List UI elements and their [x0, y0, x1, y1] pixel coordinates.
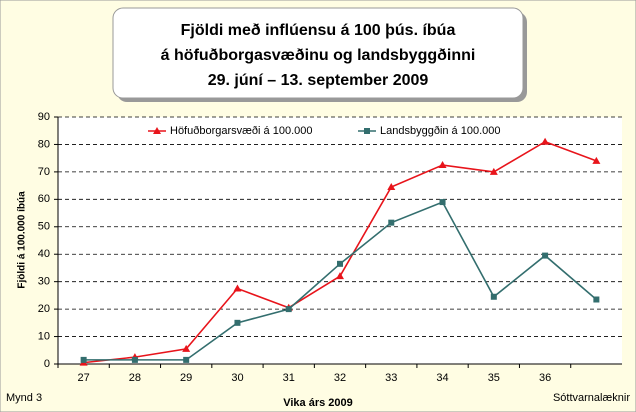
point [153, 127, 161, 134]
x-tick-label: 29 [180, 372, 192, 384]
x-tick-label: 31 [283, 372, 295, 384]
plot-area [58, 117, 622, 364]
footer-right: Sóttvarnalæknir [553, 392, 630, 404]
point [592, 156, 601, 164]
y-tick-label: 90 [38, 111, 50, 123]
point [182, 344, 191, 352]
point [131, 356, 138, 363]
chart-title: á höfuðborgasvæðinu og landsbyggðinni [161, 47, 476, 64]
point [542, 252, 549, 259]
point [337, 260, 343, 267]
x-tick-label: 28 [129, 372, 141, 384]
point [285, 306, 292, 313]
point [593, 296, 600, 303]
point [489, 167, 498, 175]
legend-label: Landsbyggðin á 100.000 [380, 125, 501, 137]
x-tick-label: 27 [78, 372, 90, 384]
point [233, 284, 242, 292]
x-tick-label: 34 [436, 372, 448, 384]
x-tick-label: 30 [231, 372, 243, 384]
point [388, 219, 395, 226]
point [183, 356, 190, 363]
point [234, 319, 241, 326]
x-tick-label: 35 [488, 372, 500, 384]
title-box [112, 7, 524, 99]
legend-label: Höfuðborgarsvæði á 100.000 [170, 125, 312, 137]
point [541, 137, 550, 145]
y-tick-label: 70 [38, 166, 50, 178]
point [80, 356, 87, 363]
point [439, 199, 446, 206]
footer-left: Mynd 3 [6, 392, 42, 404]
x-axis-label: Vika árs 2009 [283, 397, 353, 409]
y-tick-label: 30 [38, 276, 50, 288]
y-tick-label: 20 [38, 303, 50, 315]
y-tick-label: 80 [38, 138, 50, 150]
y-axis-label: Fjöldi á 100.000 íbúa [17, 191, 28, 289]
point [336, 272, 344, 280]
x-tick-label: 33 [385, 372, 397, 384]
y-tick-label: 0 [44, 358, 50, 370]
point [490, 293, 497, 300]
chart-title: 29. júní – 13. september 2009 [208, 72, 429, 89]
y-tick-label: 10 [38, 330, 50, 342]
point [364, 128, 370, 134]
x-tick-label: 36 [539, 372, 551, 384]
y-tick-label: 60 [38, 193, 50, 205]
y-tick-label: 50 [38, 221, 50, 233]
chart-title: Fjöldi með inflúensu á 100 þús. íbúa [181, 22, 456, 39]
y-tick-label: 40 [38, 248, 50, 260]
x-tick-label: 32 [334, 372, 346, 384]
point [438, 161, 447, 169]
point [387, 182, 396, 190]
